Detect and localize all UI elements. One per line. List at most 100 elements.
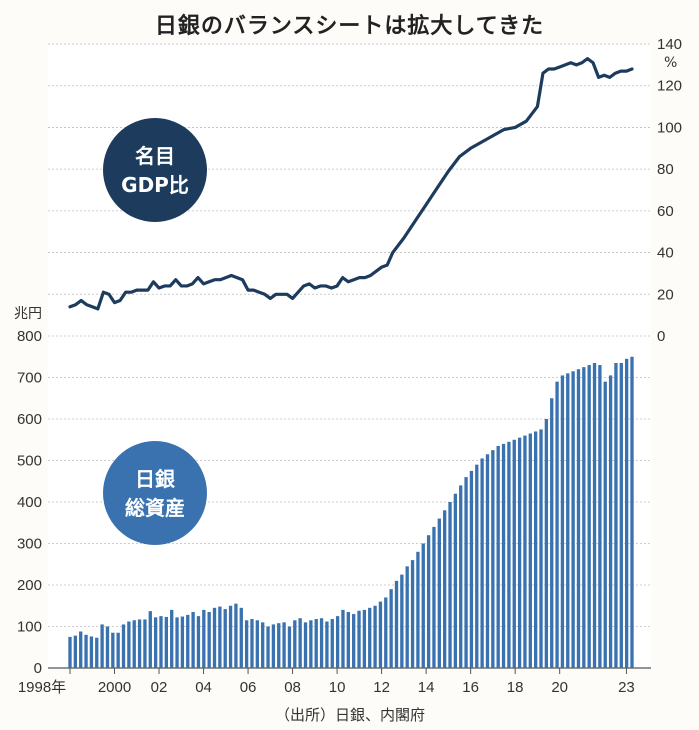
gdp-ratio-line — [68, 56, 634, 311]
left-tick-label: 700 — [17, 370, 42, 387]
right-tick-label: 100 — [657, 119, 682, 136]
asset-bar — [277, 623, 281, 668]
asset-bar — [496, 445, 500, 668]
right-tick-label: 20 — [657, 286, 674, 303]
asset-bar — [79, 631, 83, 668]
asset-bar — [261, 622, 265, 668]
asset-bar — [164, 616, 168, 668]
boj-assets-bubble: 日銀 総資産 — [103, 441, 207, 545]
asset-bar — [528, 433, 532, 668]
asset-bar — [555, 381, 559, 668]
asset-bar — [368, 607, 372, 668]
asset-bar — [512, 439, 516, 668]
asset-bar — [517, 437, 522, 668]
left-axis-unit: 兆円 — [14, 306, 42, 322]
asset-bar — [464, 477, 468, 668]
asset-bar — [394, 580, 399, 668]
asset-bar — [523, 435, 527, 668]
asset-bar — [437, 518, 441, 668]
asset-bar — [619, 362, 623, 668]
line-series — [68, 56, 634, 311]
asset-bar — [453, 493, 458, 668]
asset-bar — [239, 607, 243, 668]
asset-bar — [153, 617, 158, 668]
asset-bar — [544, 419, 549, 668]
left-tick-label: 100 — [17, 619, 42, 636]
asset-bar — [132, 620, 136, 668]
asset-bar — [228, 605, 233, 668]
asset-bar — [352, 614, 356, 668]
asset-bar — [592, 362, 597, 668]
bar-series — [68, 356, 634, 669]
asset-bar — [335, 616, 340, 669]
x-tick-label: 14 — [418, 679, 435, 696]
asset-bar — [234, 603, 238, 668]
boj-assets-bubble-circle — [103, 441, 207, 545]
x-tick-label: 2000 — [98, 679, 131, 696]
asset-bar — [416, 551, 420, 668]
asset-bar — [255, 620, 259, 668]
x-tick-label: 06 — [240, 679, 257, 696]
asset-bar — [271, 624, 276, 668]
asset-bar — [325, 621, 329, 668]
asset-bar — [191, 611, 195, 668]
asset-bar — [121, 624, 126, 668]
asset-bar — [159, 616, 163, 669]
asset-bar — [95, 637, 99, 668]
asset-bar — [212, 607, 217, 668]
asset-bar — [571, 371, 575, 668]
right-axis-unit: % — [664, 55, 677, 71]
x-tick-label: 16 — [462, 679, 479, 696]
asset-bar — [105, 626, 110, 668]
left-axis-ticks: 0 100 200 300 400 500 600 700 800 — [17, 328, 42, 677]
gdp-ratio-bubble-circle — [103, 118, 207, 222]
right-tick-label: 0 — [657, 328, 665, 345]
asset-bar — [287, 626, 292, 668]
asset-bar — [180, 616, 185, 668]
asset-bar — [319, 618, 324, 668]
asset-bar — [491, 450, 495, 669]
x-tick-label: 12 — [373, 679, 390, 696]
asset-bar — [485, 454, 490, 668]
asset-bar — [448, 502, 452, 668]
chart-title: 日銀のバランスシートは拡大してきた — [154, 14, 545, 39]
x-tick-label: 02 — [151, 679, 168, 696]
left-tick-label: 200 — [17, 577, 42, 594]
asset-bar — [89, 636, 94, 668]
asset-bar — [250, 619, 254, 668]
asset-bar — [384, 597, 388, 668]
left-tick-label: 800 — [17, 328, 42, 345]
asset-bar — [566, 373, 570, 668]
asset-bar — [84, 634, 88, 668]
asset-bar — [346, 611, 350, 668]
asset-bar — [443, 510, 447, 668]
x-axis-ticks: 1998年 2000 02 04 06 08 10 12 14 16 18 20 23 — [18, 668, 635, 696]
right-tick-label: 140 — [657, 36, 682, 53]
asset-bar — [475, 464, 479, 668]
x-tick-label: 10 — [329, 679, 346, 696]
asset-bar — [576, 369, 581, 668]
x-tick-label: 1998年 — [18, 679, 66, 696]
x-tick-label: 23 — [618, 679, 635, 696]
boj-assets-label-line1: 日銀 — [135, 467, 175, 491]
left-tick-label: 0 — [34, 660, 42, 677]
right-axis-ticks: 0 20 40 60 80 100 120 140 — [657, 36, 682, 345]
asset-bar — [480, 458, 484, 668]
asset-bar — [298, 618, 302, 668]
asset-bar — [410, 560, 415, 668]
asset-bar — [293, 620, 297, 668]
asset-bar — [111, 632, 115, 668]
source-note: （出所）日銀、内閣府 — [275, 706, 425, 724]
boj-assets-label-line2: 総資産 — [125, 496, 185, 520]
x-tick-label: 08 — [284, 679, 301, 696]
asset-bar — [170, 609, 174, 668]
asset-bar — [282, 622, 286, 668]
right-tick-label: 60 — [657, 203, 674, 220]
asset-bar — [218, 606, 222, 668]
asset-bar — [196, 616, 201, 669]
asset-bar — [186, 614, 190, 668]
asset-bar — [143, 619, 147, 668]
asset-bar — [614, 362, 618, 668]
asset-bar — [73, 635, 78, 668]
